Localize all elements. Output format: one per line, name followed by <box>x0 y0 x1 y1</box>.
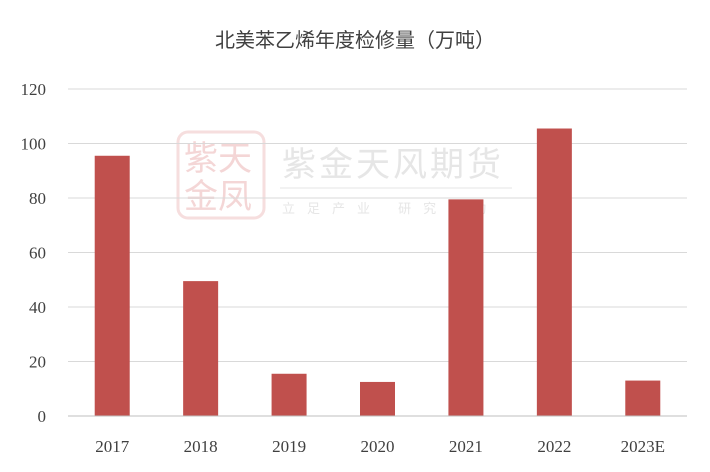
x-tick-label-2022: 2022 <box>537 437 571 456</box>
x-axis-tick-labels: 2017 2018 2019 2020 2021 2022 2023E <box>95 437 665 456</box>
watermark-seal-top: 紫天 <box>184 139 252 179</box>
watermark-seal-box <box>176 130 266 220</box>
y-tick-label-40: 40 <box>29 298 46 317</box>
bar-2020 <box>360 381 395 416</box>
y-tick-label-20: 20 <box>29 353 46 372</box>
gridlines <box>68 88 687 362</box>
chart-title: 北美苯乙烯年度检修量（万吨） <box>215 28 495 52</box>
bar-2019 <box>271 373 307 416</box>
x-tick-label-2018: 2018 <box>184 437 218 456</box>
bars <box>94 128 661 416</box>
watermark-company-name: 紫金天风期货 <box>282 145 504 185</box>
watermark-slogan: 立足产业 研究驱动 <box>282 202 498 217</box>
y-tick-label-60: 60 <box>29 244 46 263</box>
x-tick-label-2017: 2017 <box>95 437 130 456</box>
y-tick-label-0: 0 <box>38 407 47 426</box>
y-axis-tick-labels: 0 20 40 60 80 100 120 <box>21 80 47 426</box>
bar-2018 <box>183 281 219 416</box>
x-tick-label-2019: 2019 <box>272 437 306 456</box>
bar-2022 <box>536 128 572 416</box>
x-tick-label-2023E: 2023E <box>621 437 665 456</box>
y-tick-label-80: 80 <box>29 189 46 208</box>
bar-2023E <box>625 380 661 416</box>
bar-2017 <box>94 155 130 416</box>
watermark: 紫天 金凤 紫金天风期货 立足产业 研究驱动 <box>176 130 512 220</box>
bar-2021 <box>448 199 484 416</box>
x-tick-label-2020: 2020 <box>361 437 395 456</box>
y-tick-label-120: 120 <box>21 80 47 99</box>
watermark-seal-bottom: 金凤 <box>184 177 252 217</box>
y-tick-label-100: 100 <box>21 135 47 154</box>
x-tick-label-2021: 2021 <box>449 437 483 456</box>
